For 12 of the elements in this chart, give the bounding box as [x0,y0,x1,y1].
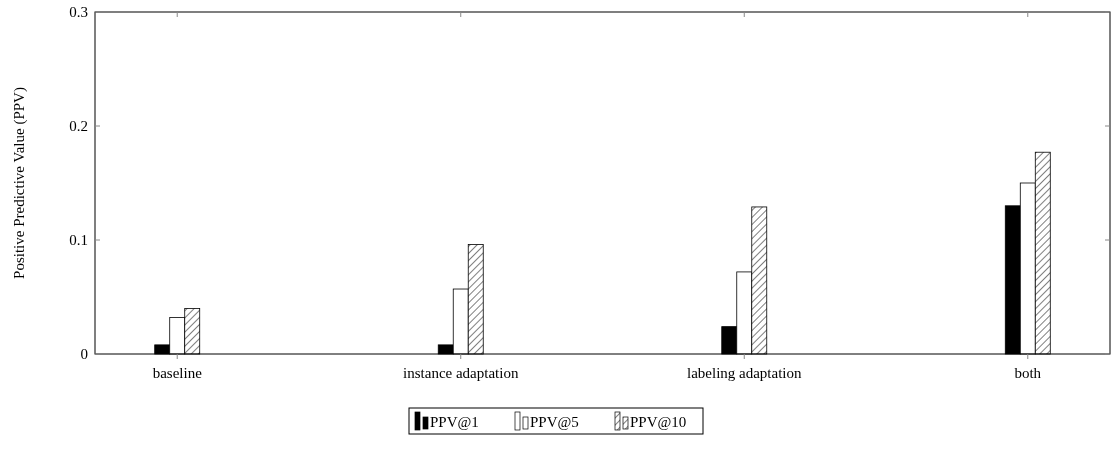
legend-label: PPV@1 [430,414,479,430]
y-axis-title: Positive Predictive Value (PPV) [11,87,28,279]
y-tick-label: 0.1 [69,232,88,249]
x-tick-label: both [1014,365,1042,381]
y-tick-label: 0 [80,346,88,363]
legend-label: PPV@5 [530,414,579,430]
x-tick-label: instance adaptation [403,365,519,381]
legend-label: PPV@10 [630,414,687,430]
x-tick-label: labeling adaptation [686,365,803,381]
y-tick-label: 0.3 [69,4,88,21]
y-tick-label: 0.2 [69,118,88,135]
x-tick-label: baseline [152,365,203,381]
